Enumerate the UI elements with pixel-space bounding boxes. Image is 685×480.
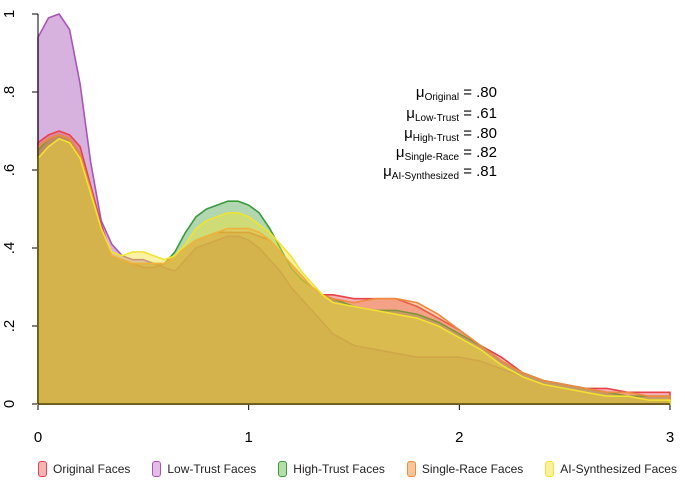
x-tick-label: 0 — [34, 429, 42, 446]
y-tick-label: 1 — [1, 10, 18, 18]
legend-label: Low-Trust Faces — [167, 462, 257, 476]
x-tick-label: 1 — [244, 429, 252, 446]
y-tick-label: .2 — [1, 320, 18, 333]
axis-lines — [37, 14, 670, 405]
y-axis: 0 .2 .4 .6 .8 1 — [1, 10, 38, 408]
legend-label: Original Faces — [53, 462, 131, 476]
legend-swatch — [545, 461, 555, 477]
mean-annotation: μOriginal = .80 — [416, 84, 497, 103]
x-axis: 0 1 2 3 — [34, 404, 674, 446]
legend-item: Low-Trust Faces — [152, 461, 256, 477]
legend-swatch — [406, 461, 416, 477]
x-tick-label: 2 — [455, 429, 463, 446]
legend-swatch — [278, 461, 288, 477]
legend-swatch — [152, 461, 162, 477]
y-tick-label: .8 — [1, 86, 18, 99]
x-tick-label: 3 — [666, 429, 674, 446]
legend-item: Original Faces — [38, 461, 130, 477]
mean-annotation: μHigh-Trust = .80 — [404, 125, 497, 144]
mean-annotations: μOriginal = .80 μLow-Trust = .61μHigh-Tru… — [383, 84, 497, 182]
legend-item: AI-Synthesized Faces — [545, 461, 677, 477]
mean-annotation: μSingle-Race = .82 — [396, 144, 497, 163]
legend-label: High-Trust Faces — [293, 462, 385, 476]
legend: Original Faces Low-Trust Faces High-Trust … — [38, 459, 685, 479]
density-series — [37, 13, 671, 405]
mean-annotation: μLow-Trust = .61 — [406, 105, 497, 124]
y-tick-label: 0 — [1, 400, 18, 408]
legend-item: High-Trust Faces — [278, 461, 385, 477]
legend-label: Single-Race Faces — [421, 462, 524, 476]
series-area-ai-synthesized-faces — [37, 138, 671, 405]
series-area-single-race-faces — [37, 134, 671, 405]
y-tick-label: .6 — [1, 164, 18, 177]
y-tick-label: .4 — [1, 242, 18, 255]
legend-item: Single-Race Faces — [406, 461, 524, 477]
legend-label: AI-Synthesized Faces — [560, 462, 677, 476]
mean-annotation: μAI-Synthesized = .81 — [383, 163, 497, 182]
legend-swatch — [38, 461, 47, 477]
